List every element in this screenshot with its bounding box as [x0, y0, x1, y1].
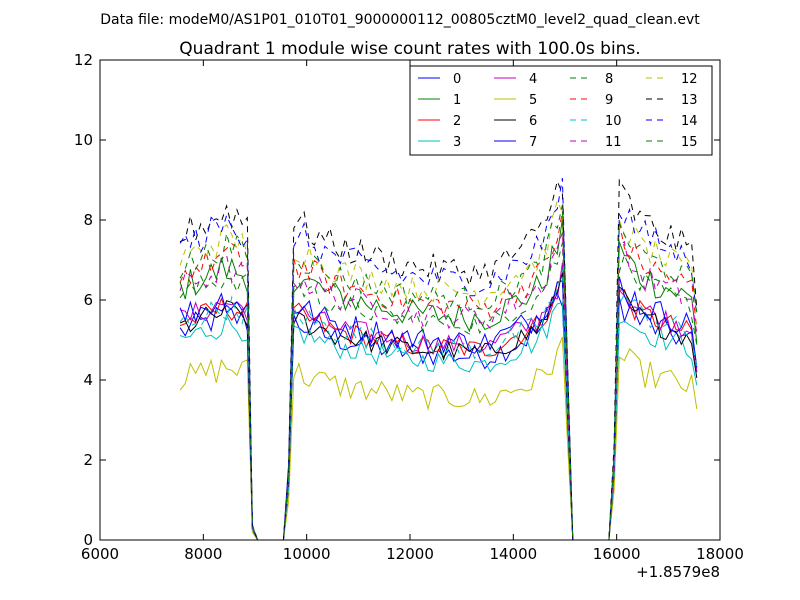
y-tick-label: 12	[74, 51, 93, 69]
y-tick-label: 0	[83, 531, 93, 549]
legend-label-3: 3	[453, 135, 461, 150]
legend-label-5: 5	[529, 93, 537, 108]
x-tick-label: 18000	[696, 545, 744, 563]
legend-label-7: 7	[529, 135, 537, 150]
legend-label-9: 9	[605, 93, 613, 108]
y-tick-label: 4	[83, 371, 93, 389]
y-tick-label: 10	[74, 131, 93, 149]
chart-title: Quadrant 1 module wise count rates with …	[179, 39, 640, 59]
y-tick-label: 6	[83, 291, 93, 309]
x-tick-label: 12000	[386, 545, 434, 563]
legend-label-2: 2	[453, 114, 461, 129]
legend-label-13: 13	[681, 93, 698, 108]
legend-frame	[409, 65, 713, 156]
series-layer	[179, 178, 698, 540]
series-line-7	[179, 276, 698, 540]
x-tick-label: 8000	[184, 545, 222, 563]
series-line-10	[179, 269, 698, 540]
legend-label-10: 10	[605, 114, 622, 129]
x-tick-label: 6000	[81, 545, 119, 563]
x-axis-offset-label: +1.8579e8	[636, 563, 720, 581]
legend-label-4: 4	[529, 72, 537, 87]
x-axis: 6000 8000 10000 12000 14000 16000 18000	[81, 60, 744, 563]
data-file-label: Data file: modeM0/AS1P01_010T01_90000001…	[100, 12, 700, 28]
series-line-14	[179, 178, 698, 540]
legend-label-14: 14	[681, 114, 698, 129]
legend-label-6: 6	[529, 114, 537, 129]
y-tick-label: 8	[83, 211, 93, 229]
legend-label-8: 8	[605, 72, 613, 87]
series-line-11	[179, 232, 698, 540]
y-tick-label: 2	[83, 451, 93, 469]
legend-label-1: 1	[453, 93, 461, 108]
x-tick-label: 14000	[489, 545, 537, 563]
x-tick-label: 16000	[593, 545, 641, 563]
legend-label-11: 11	[605, 135, 622, 150]
legend-label-0: 0	[453, 72, 461, 87]
series-line-1	[179, 218, 698, 540]
x-tick-label: 10000	[283, 545, 331, 563]
series-line-5	[179, 336, 698, 540]
legend-label-15: 15	[681, 135, 698, 150]
series-line-13	[179, 178, 698, 540]
legend-label-12: 12	[681, 72, 698, 87]
